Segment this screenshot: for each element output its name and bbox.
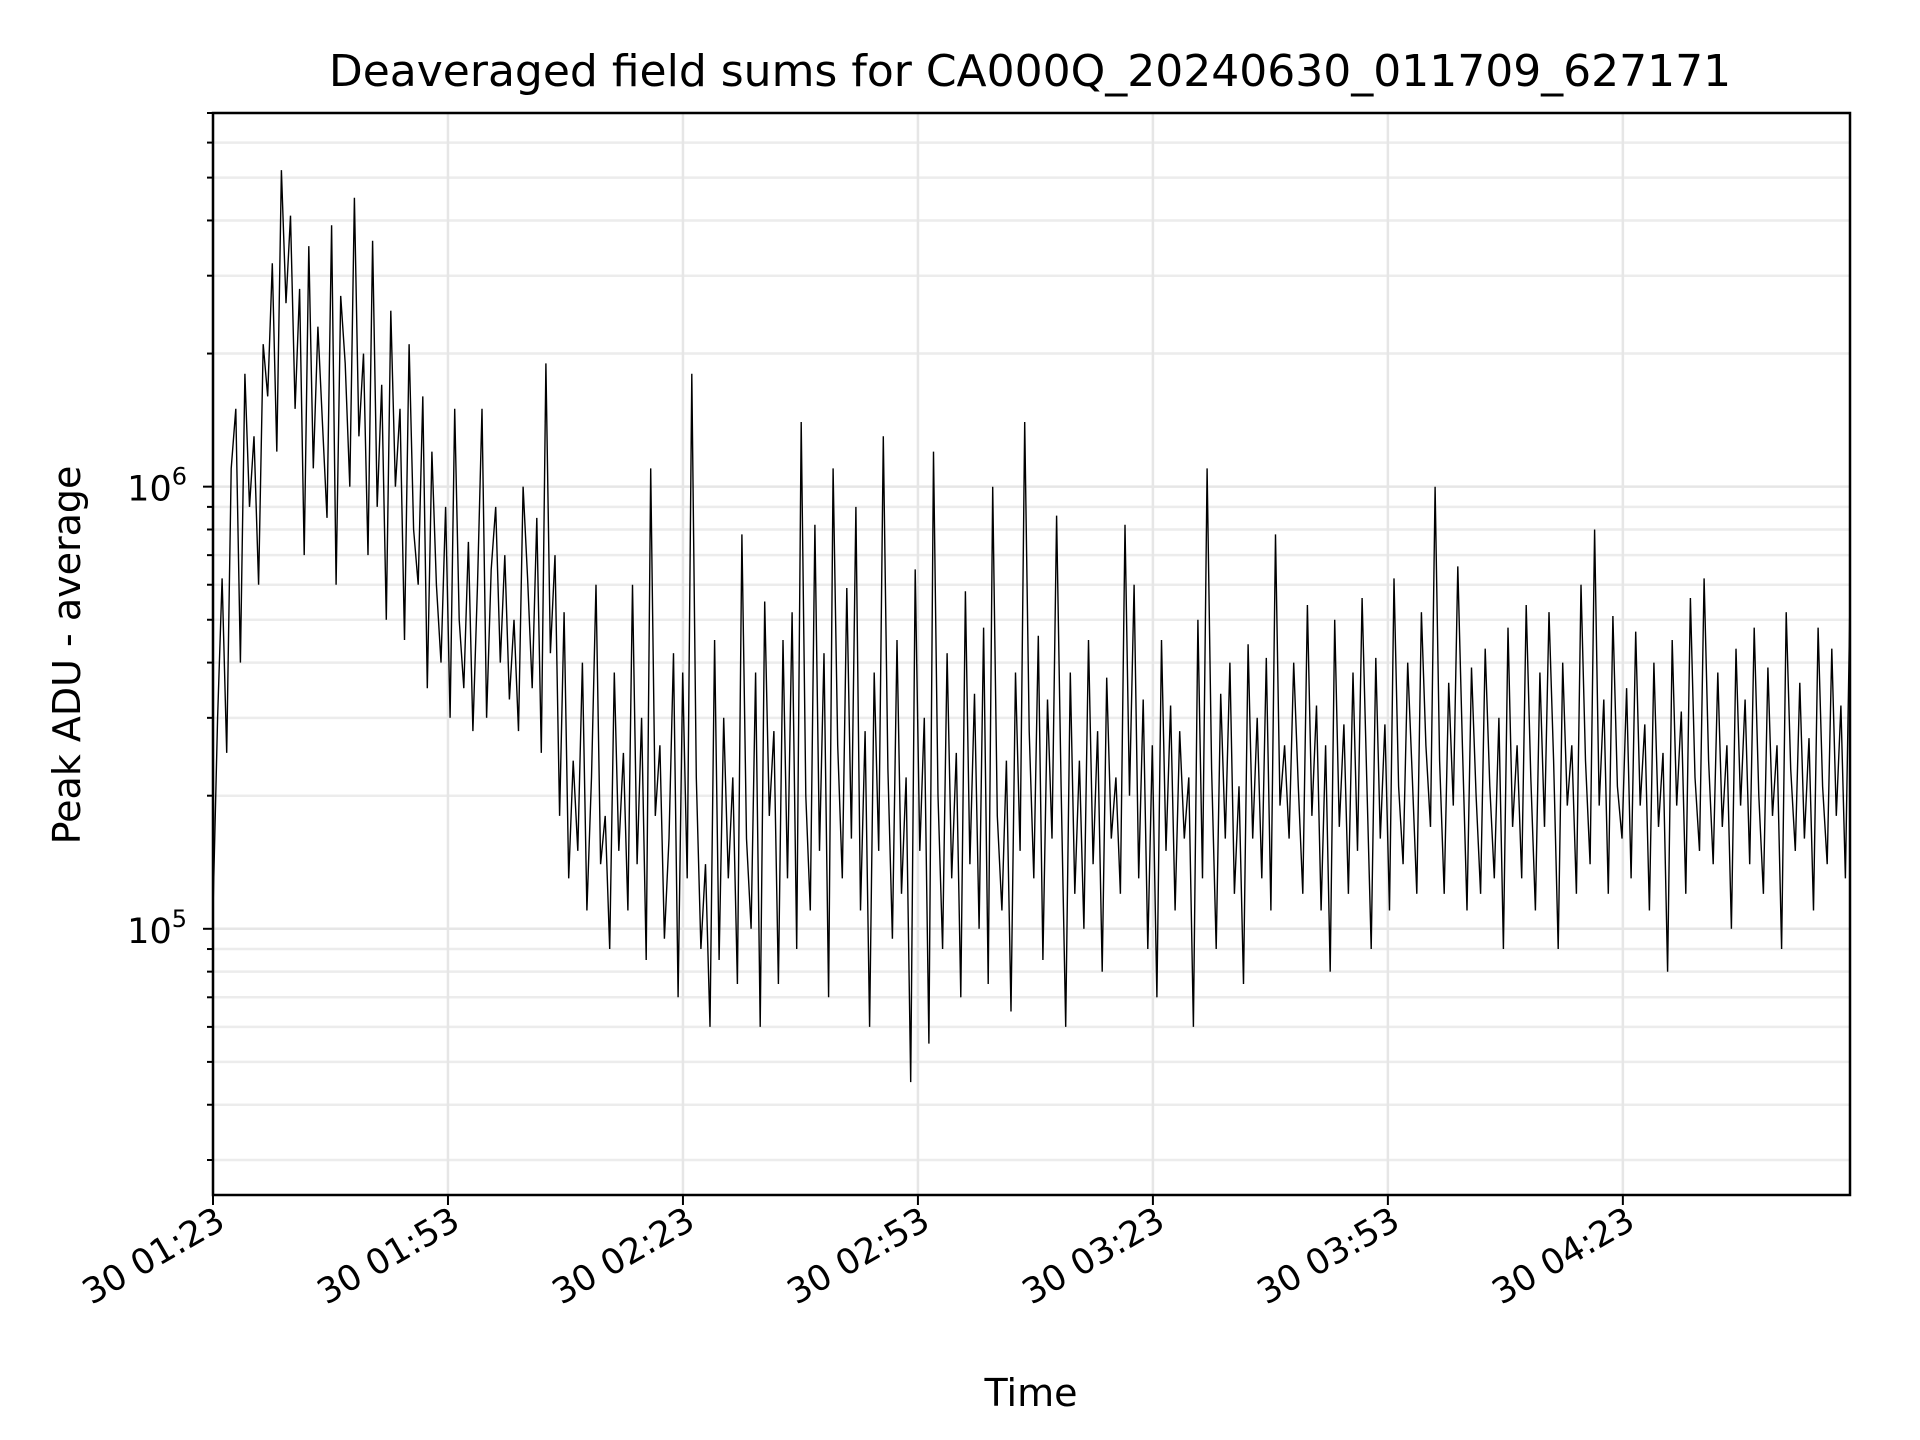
- x-tick-label: 30 01:53: [311, 1200, 467, 1313]
- y-tick-base: 10: [127, 470, 172, 510]
- x-tick-label: 30 02:23: [546, 1200, 702, 1313]
- y-tick-label: 106: [127, 463, 187, 510]
- x-axis-label: Time: [984, 1371, 1078, 1415]
- x-tick-label: 30 04:23: [1486, 1200, 1642, 1313]
- y-tick-base: 10: [127, 912, 172, 952]
- y-tick-exponent: 5: [172, 905, 187, 933]
- x-tick-label: 30 02:53: [781, 1200, 937, 1313]
- grid: [211, 111, 1850, 1195]
- y-tick-exponent: 6: [172, 463, 187, 491]
- plot-frame: [211, 111, 1852, 1197]
- chart-title: Deaveraged field sums for CA000Q_2024063…: [329, 46, 1731, 97]
- x-axis: 30 01:23 30 01:53 30 02:23 30 02:53 30 03:23…: [76, 1195, 1641, 1313]
- x-tick-label: 30 03:53: [1251, 1200, 1407, 1313]
- x-tick-label: 30 01:23: [76, 1200, 232, 1313]
- y-axis-label: Peak ADU - average: [45, 466, 89, 845]
- x-tick-label: 30 03:23: [1016, 1200, 1172, 1313]
- y-tick-label: 105: [127, 905, 187, 952]
- series-line: [212, 170, 1851, 1083]
